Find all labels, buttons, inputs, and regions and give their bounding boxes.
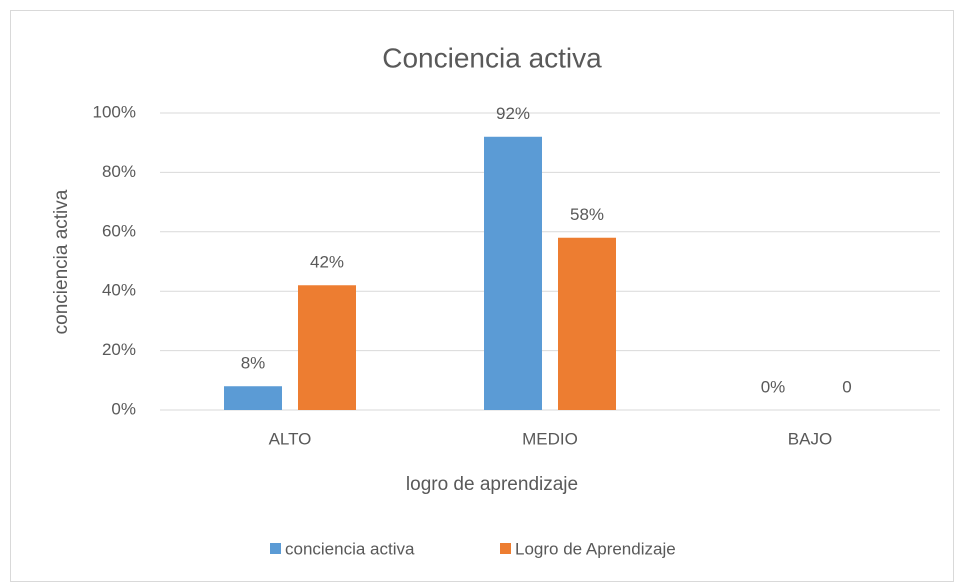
chart-title: Conciencia activa xyxy=(382,42,602,73)
x-axis-label: logro de aprendizaje xyxy=(406,474,578,495)
bar xyxy=(558,237,616,410)
y-tick-label: 80% xyxy=(102,162,136,181)
y-axis-label: conciencia activa xyxy=(51,189,72,334)
value-label: 92% xyxy=(496,104,530,123)
value-label: 58% xyxy=(570,205,604,224)
y-tick-label: 40% xyxy=(102,281,136,300)
value-label: 0 xyxy=(842,377,851,396)
bar xyxy=(224,386,282,410)
bar xyxy=(484,136,542,410)
value-label: 0% xyxy=(761,377,786,396)
y-tick-label: 0% xyxy=(111,399,136,418)
value-label: 8% xyxy=(241,354,266,373)
y-tick-label: 20% xyxy=(102,340,136,359)
x-tick-label: MEDIO xyxy=(522,429,578,448)
legend-label: Logro de Aprendizaje xyxy=(515,539,676,558)
legend-swatch xyxy=(500,543,511,554)
y-tick-label: 60% xyxy=(102,221,136,240)
bar xyxy=(298,285,356,410)
y-tick-label: 100% xyxy=(93,102,136,121)
x-tick-label: ALTO xyxy=(269,429,312,448)
legend-swatch xyxy=(270,543,281,554)
x-tick-label: BAJO xyxy=(788,429,832,448)
value-label: 42% xyxy=(310,253,344,272)
legend-label: conciencia activa xyxy=(285,539,415,558)
chart-border xyxy=(10,10,954,582)
